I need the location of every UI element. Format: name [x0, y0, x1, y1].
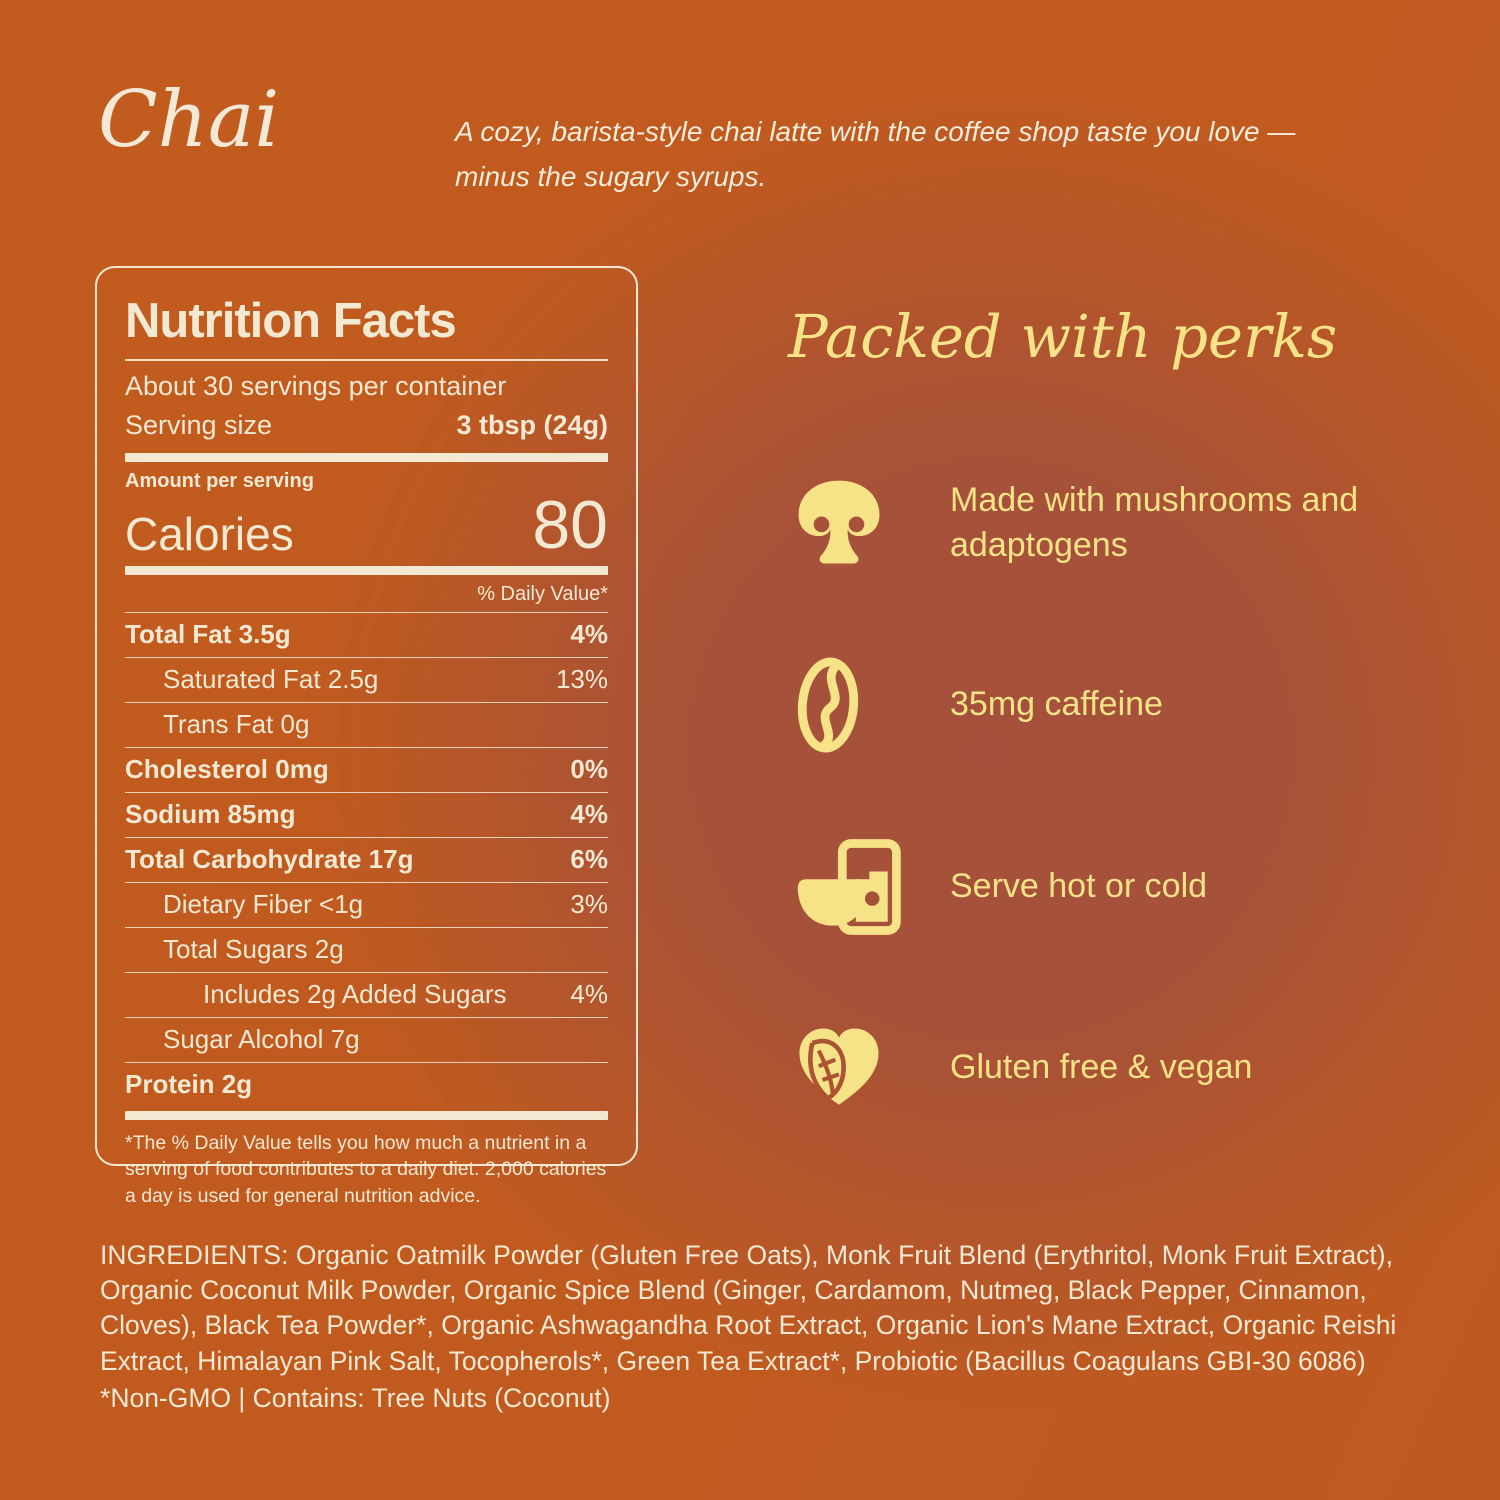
nutrient-daily-value: 13% — [555, 664, 608, 695]
perks-heading: Packed with perks — [788, 302, 1338, 371]
cup-glass-icon — [792, 838, 908, 936]
nutrient-label: Cholesterol 0mg — [125, 754, 329, 785]
leaf-heart-icon — [793, 1022, 885, 1114]
nutrition-row: Dietary Fiber <1g 3% — [125, 882, 608, 927]
amount-per-serving-label: Amount per serving — [125, 470, 314, 493]
nutrient-daily-value: 4% — [570, 619, 608, 650]
servings-per-container: About 30 servings per container — [125, 371, 507, 402]
perk-item: Gluten free & vegan — [792, 1003, 1417, 1133]
nutrient-label: Total Sugars 2g — [163, 934, 344, 965]
nutrition-facts-title: Nutrition Facts — [125, 294, 457, 348]
nutrient-label: Total Carbohydrate 17g — [125, 844, 414, 875]
nutrition-row: Saturated Fat 2.5g 13% — [125, 657, 608, 702]
nutrition-row: Total Fat 3.5g 4% — [125, 612, 608, 657]
nutrition-row: Cholesterol 0mg 0% — [125, 747, 608, 792]
nutrition-rows: Total Fat 3.5g 4% Saturated Fat 2.5g 13% Tra… — [125, 612, 608, 1107]
perk-item: Made with mushrooms and adaptogens — [792, 458, 1417, 588]
serving-size-value: 3 tbsp (24g) — [456, 410, 608, 441]
calories-row: Calories 80 — [125, 487, 608, 564]
nutrition-facts-panel: Nutrition Facts About 30 servings per co… — [95, 266, 638, 1207]
nutrient-label: Protein 2g — [125, 1069, 253, 1100]
nutrition-row: Includes 2g Added Sugars 4% — [125, 972, 608, 1017]
thick-divider — [125, 1111, 608, 1121]
perk-text: Made with mushrooms and adaptogens — [950, 480, 1359, 564]
product-title: Chai — [98, 75, 280, 165]
allergen-note: *Non-GMO | Contains: Tree Nuts (Coconut) — [100, 1383, 611, 1413]
nutrient-label: Dietary Fiber <1g — [163, 889, 364, 920]
nutrient-daily-value: 6% — [570, 844, 608, 875]
nutrition-row: Trans Fat 0g — [125, 702, 608, 747]
perk-text: 35mg caffeine — [950, 685, 1163, 724]
daily-value-header: % Daily Value* — [477, 583, 608, 606]
perk-text: Gluten free & vegan — [950, 1048, 1253, 1087]
product-tagline: A cozy, barista-style chai latte with th… — [455, 116, 1296, 192]
nutrition-row: Protein 2g — [125, 1062, 608, 1107]
nutrient-label: Includes 2g Added Sugars — [203, 979, 507, 1010]
nutrient-label: Saturated Fat 2.5g — [163, 664, 379, 695]
perk-item: 35mg caffeine — [792, 640, 1417, 770]
nutrient-daily-value: 0% — [570, 754, 608, 785]
thick-divider — [125, 453, 608, 463]
nutrient-label: Trans Fat 0g — [163, 709, 310, 740]
calories-label: Calories — [125, 507, 294, 560]
nutrient-daily-value: 4% — [570, 799, 608, 830]
nutrition-row: Sugar Alcohol 7g — [125, 1017, 608, 1062]
nutrient-daily-value: 3% — [570, 889, 608, 920]
daily-value-footnote: *The % Daily Value tells you how much a … — [125, 1132, 607, 1207]
nutrient-label: Sodium 85mg — [125, 799, 296, 830]
perk-item: Serve hot or cold — [792, 822, 1417, 952]
nutrient-label: Total Fat 3.5g — [125, 619, 291, 650]
nutrition-row: Sodium 85mg 4% — [125, 792, 608, 837]
divider — [125, 359, 608, 362]
perk-text: Serve hot or cold — [950, 867, 1208, 906]
coffee-bean-icon — [797, 657, 859, 753]
nutrient-label: Sugar Alcohol 7g — [163, 1024, 360, 1055]
nutrition-row: Total Sugars 2g — [125, 927, 608, 972]
nutrition-row: Total Carbohydrate 17g 6% — [125, 837, 608, 882]
ingredients-text: INGREDIENTS: Organic Oatmilk Powder (Glu… — [100, 1240, 1397, 1376]
serving-size-row: Serving size 3 tbsp (24g) — [125, 410, 608, 441]
serving-size-label: Serving size — [125, 410, 273, 441]
nutrient-daily-value: 4% — [570, 979, 608, 1010]
thick-divider — [125, 566, 608, 576]
calories-value: 80 — [532, 487, 608, 564]
mushroom-icon — [798, 480, 880, 564]
